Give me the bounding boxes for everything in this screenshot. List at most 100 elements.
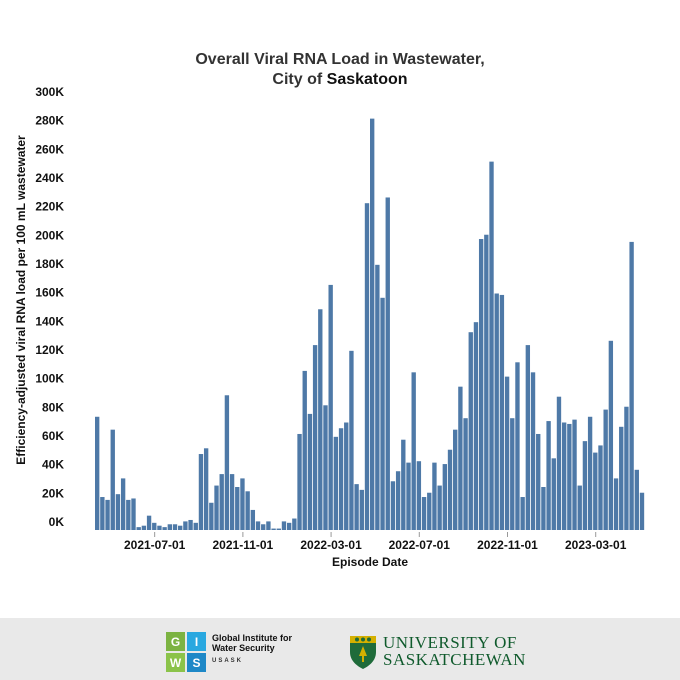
giws-letter-g: G	[166, 632, 185, 651]
bar	[561, 422, 567, 530]
y-axis-ticks: 0K 20K 40K 60K 80K 100K 120K 140K 160K 180K 200K 22…	[35, 85, 64, 529]
bar	[178, 525, 183, 530]
bar	[530, 372, 536, 530]
bar-chart: 0K 20K 40K 60K 80K 100K 120K 140K 160K 180K 200K 22…	[14, 85, 645, 569]
x-axis-label: Episode Date	[332, 555, 408, 569]
y-axis-label: Efficiency-adjusted viral RNA load per 1…	[14, 135, 28, 465]
bar	[494, 293, 499, 530]
x-tick-label: 2023-03-01	[565, 538, 627, 552]
y-tick-label: 100K	[35, 372, 64, 386]
x-tick-label: 2022-11-01	[477, 538, 538, 552]
bar	[499, 294, 505, 530]
giws-usask: USASK	[212, 658, 244, 664]
y-tick-label: 60K	[42, 429, 64, 443]
bar	[120, 478, 126, 530]
bar	[333, 436, 339, 530]
bar	[110, 429, 115, 530]
bar	[302, 370, 307, 530]
footer-band	[0, 618, 680, 680]
y-tick-label: 300K	[35, 85, 64, 99]
bar	[229, 474, 235, 530]
bar	[338, 428, 344, 530]
bar	[608, 340, 614, 530]
bar	[515, 362, 520, 530]
bar	[401, 439, 406, 530]
bar	[131, 498, 136, 530]
bar	[297, 433, 302, 530]
y-tick-label: 160K	[35, 286, 64, 300]
bar	[183, 521, 188, 530]
bar	[266, 521, 271, 530]
bar	[624, 406, 629, 530]
bar	[603, 409, 608, 530]
bar	[582, 441, 588, 530]
bar	[406, 462, 411, 530]
bar	[100, 497, 105, 530]
bar	[115, 494, 121, 530]
bar	[136, 527, 141, 530]
bar	[188, 519, 193, 530]
bar	[411, 372, 416, 530]
bar	[473, 322, 479, 530]
x-tick-label: 2021-11-01	[213, 538, 274, 552]
bar	[556, 396, 562, 530]
title-line-2: City of Saskatoon	[0, 70, 680, 90]
giws-letter-i: I	[187, 632, 206, 651]
x-axis-ticks: 2021-07-01 2021-11-01 2022-03-01 2022-07-01…	[124, 532, 627, 552]
bar	[255, 521, 261, 530]
bar	[172, 524, 178, 530]
bar	[468, 332, 473, 530]
bar	[219, 474, 224, 530]
giws-letter-w: W	[166, 653, 185, 672]
bars-group	[95, 118, 645, 531]
bar	[629, 241, 634, 530]
bar	[427, 492, 432, 530]
bar	[390, 481, 396, 530]
title-line-1: Overall Viral RNA Load in Wastewater,	[195, 51, 485, 68]
bar	[613, 478, 619, 530]
bar	[593, 452, 598, 530]
bar	[536, 433, 541, 530]
bar	[370, 118, 375, 530]
bar	[359, 489, 364, 530]
bar	[375, 264, 380, 530]
bar	[157, 525, 162, 530]
bar	[489, 161, 494, 530]
bar	[432, 462, 437, 530]
y-tick-label: 120K	[35, 343, 64, 357]
bar	[245, 491, 250, 530]
y-tick-label: 40K	[42, 458, 64, 472]
bar	[271, 528, 276, 530]
bar	[281, 521, 287, 530]
bar	[437, 485, 442, 530]
bar	[146, 515, 152, 530]
y-tick-label: 200K	[35, 228, 64, 242]
bar	[276, 528, 281, 530]
bar	[286, 522, 292, 530]
bar	[395, 471, 401, 530]
bar	[307, 413, 313, 530]
giws-name-line2: Water Security	[212, 643, 275, 653]
university-crest-icon	[350, 636, 376, 669]
bar	[126, 499, 131, 530]
bar	[349, 350, 354, 530]
bar	[209, 502, 214, 530]
bar	[546, 421, 551, 530]
bar	[478, 239, 484, 530]
bar	[572, 419, 577, 530]
y-tick-label: 20K	[42, 486, 64, 500]
giws-name-line1: Global Institute for	[212, 633, 292, 643]
y-tick-label: 240K	[35, 171, 64, 185]
y-tick-label: 260K	[35, 142, 64, 156]
bar	[323, 405, 328, 530]
bar	[447, 449, 453, 530]
bar	[551, 458, 556, 530]
bar	[453, 429, 458, 530]
bar	[318, 309, 323, 530]
bar	[364, 203, 370, 530]
bar	[385, 197, 390, 530]
bar	[421, 497, 427, 530]
bar	[95, 416, 100, 530]
bar	[587, 416, 593, 530]
bar	[525, 345, 531, 530]
